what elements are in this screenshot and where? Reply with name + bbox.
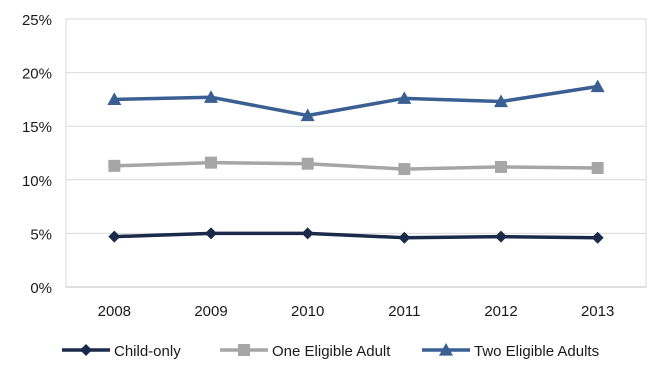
y-tick-label: 20% xyxy=(22,66,52,83)
plot-area-border xyxy=(65,18,647,288)
legend-label: Two Eligible Adults xyxy=(474,343,599,360)
y-tick-label: 25% xyxy=(22,12,52,29)
y-tick-label: 5% xyxy=(30,226,52,243)
legend-marker xyxy=(80,344,92,356)
data-point xyxy=(108,159,121,172)
data-point xyxy=(301,157,314,170)
series-line xyxy=(114,160,598,171)
series-child-only xyxy=(108,227,604,244)
y-tick-label: 0% xyxy=(30,280,52,297)
series-line xyxy=(114,84,598,118)
x-tick-label: 2009 xyxy=(194,303,227,320)
data-point xyxy=(494,94,508,108)
legend-label: Child-only xyxy=(114,343,181,360)
x-tick-label: 2013 xyxy=(581,303,614,320)
data-point xyxy=(398,231,411,244)
series-one-eligible-adult xyxy=(108,156,604,176)
legend-label: One Eligible Adult xyxy=(272,343,391,360)
data-point xyxy=(205,227,217,240)
legend-item: Child-only xyxy=(62,343,181,360)
data-point xyxy=(108,230,121,243)
y-tick-label: 15% xyxy=(22,119,52,136)
data-point xyxy=(204,90,218,103)
x-tick-label: 2008 xyxy=(98,303,131,320)
data-point xyxy=(205,156,217,169)
x-tick-label: 2011 xyxy=(388,303,420,320)
data-point xyxy=(300,108,315,122)
x-tick-label: 2012 xyxy=(484,303,517,320)
x-tick-label: 2010 xyxy=(291,303,324,320)
data-point xyxy=(301,227,314,240)
data-point xyxy=(398,163,411,176)
data-point xyxy=(495,160,507,173)
data-point xyxy=(107,92,122,105)
series-two-eligible-adults xyxy=(107,79,605,122)
y-tick-label: 10% xyxy=(22,173,52,190)
legend-marker xyxy=(238,344,250,356)
data-point xyxy=(495,230,507,243)
axes: 0% 5% 10% 15% 20% 25% 2008 2009 2010 2011 2012 2013 xyxy=(22,12,646,320)
legend-item: Two Eligible Adults xyxy=(422,343,599,360)
legend-marker xyxy=(439,343,453,356)
series-line xyxy=(114,231,598,240)
data-point xyxy=(397,91,412,104)
data-point xyxy=(591,231,604,244)
legend: Child-only One Eligible Adult Two Eligible… xyxy=(62,343,599,360)
series-lines xyxy=(107,79,605,244)
data-point xyxy=(590,79,605,93)
gridlines xyxy=(65,18,647,288)
data-point xyxy=(591,162,604,175)
legend-item: One Eligible Adult xyxy=(220,343,391,360)
